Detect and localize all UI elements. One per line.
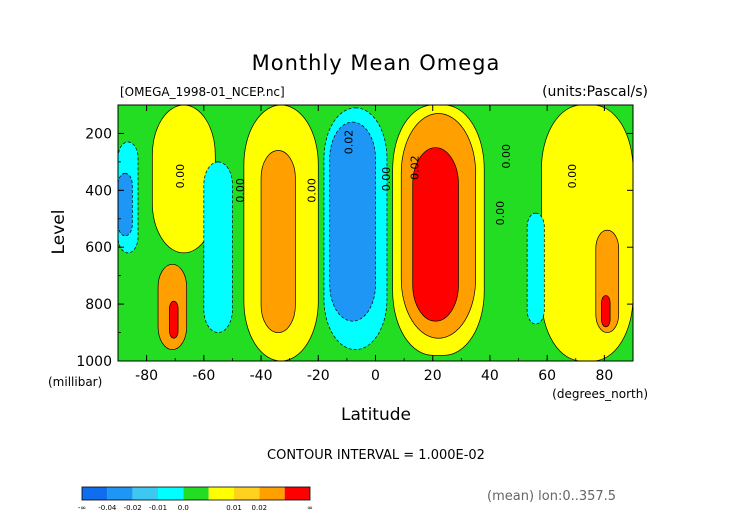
colorbar-label: -∞ [78, 504, 86, 512]
y-tick-label: 400 [85, 183, 112, 199]
contour-label: 0.00 [234, 178, 247, 203]
colorbar-label: -0.04 [98, 504, 117, 512]
contour-label: 0.00 [305, 178, 318, 203]
x-axis-label: Latitude [341, 405, 411, 425]
contour-labels: 0.00 0.00 0.00 0.02 0.00 0.02 0.00 0.00 0.00 [174, 130, 579, 226]
x-tick-label: 20 [424, 368, 442, 384]
colorbar-label: -0.01 [149, 504, 167, 512]
colorbar-swatch [183, 487, 209, 500]
x-tick-label: 60 [538, 368, 556, 384]
colorbar-swatch [158, 487, 184, 500]
contour-label: 0.00 [380, 167, 393, 192]
y-tick-label: 200 [85, 126, 112, 142]
x-tick-label: -60 [192, 368, 215, 384]
colorbar-swatch [284, 487, 310, 500]
y-axis-units: (millibar) [48, 375, 102, 389]
y-tick-label: 600 [85, 240, 112, 256]
colorbar-label: ∞ [307, 504, 313, 512]
colorbar-label: 0.02 [252, 504, 268, 512]
colorbar-swatch [234, 487, 260, 500]
colorbar-label: 0.01 [226, 504, 242, 512]
chart-title: Monthly Mean Omega [252, 51, 501, 75]
plot-area: 0.00 0.00 0.00 0.02 0.00 0.02 0.00 0.00 0.00 [117, 104, 634, 362]
region-blue [117, 172, 133, 237]
region-red [601, 295, 611, 328]
colorbar-frame [81, 486, 311, 501]
mean-note: (mean) lon:0..357.5 [487, 489, 616, 504]
y-axis-ticks: 200 400 600 800 1000 [76, 104, 633, 370]
region-orange [260, 150, 296, 333]
file-label: [OMEGA_1998-01_NCEP.nc] [120, 85, 285, 99]
x-tick-label: 80 [595, 368, 613, 384]
colorbar-label: -0.02 [124, 504, 142, 512]
contour-label: 0.00 [566, 164, 579, 189]
contour-label: 0.02 [343, 130, 356, 155]
region-cyan [526, 212, 545, 325]
colorbar-swatch [259, 487, 285, 500]
x-axis-units: (degrees_north) [552, 387, 648, 401]
region-red [169, 300, 179, 339]
shaded-regions [117, 104, 634, 362]
contour-label: 0.02 [408, 155, 421, 180]
colorbar-label: 0.0 [178, 504, 189, 512]
contour-label: 0.00 [494, 201, 507, 226]
y-axis-label: Level [49, 210, 69, 255]
colorbar: -∞ -0.04 -0.02 -0.01 0.0 0.01 0.02 ∞ [78, 486, 313, 512]
x-tick-label: 40 [481, 368, 499, 384]
region-yellow [541, 104, 634, 362]
contour-interval: CONTOUR INTERVAL = 1.000E-02 [267, 448, 485, 463]
y-tick-label: 800 [85, 297, 112, 313]
colorbar-swatch [107, 487, 133, 500]
y-tick-label: 1000 [76, 354, 112, 370]
region-red [412, 147, 459, 322]
x-tick-label: 0 [371, 368, 380, 384]
colorbar-swatch [82, 487, 108, 500]
region-cyan [203, 161, 233, 333]
contour-label: 0.00 [500, 144, 513, 169]
contour-label: 0.00 [174, 164, 187, 189]
x-tick-label: -20 [307, 368, 330, 384]
x-tick-label: -80 [135, 368, 158, 384]
x-tick-label: -40 [250, 368, 273, 384]
region-blue [329, 121, 376, 322]
colorbar-swatch [208, 487, 234, 500]
colorbar-swatch [132, 487, 158, 500]
x-axis-ticks: -80 -60 -40 -20 0 20 40 60 80 [117, 105, 634, 384]
units-label: (units:Pascal/s) [542, 84, 648, 100]
